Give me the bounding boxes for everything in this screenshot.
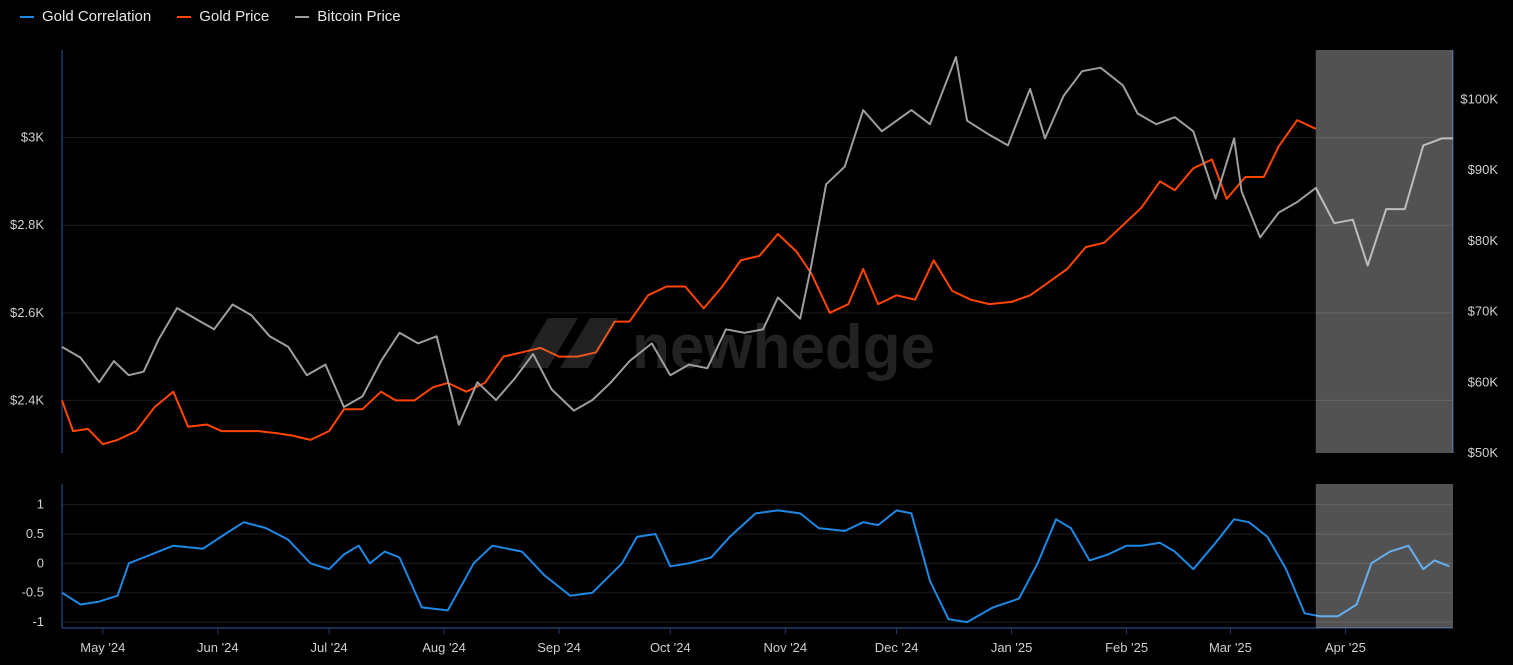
y-tick-label-left: -1 <box>32 614 44 629</box>
x-tick-label: May '24 <box>80 640 125 655</box>
y-tick-label-left: 0.5 <box>26 526 44 541</box>
y-tick-label-right: $70K <box>1468 304 1499 319</box>
watermark-logo: newhedge <box>518 313 935 382</box>
chart-legend: Gold Correlation Gold Price Bitcoin Pric… <box>20 8 401 25</box>
series-line-gold-correlation <box>61 509 1450 624</box>
watermark-text: newhedge <box>632 313 935 382</box>
x-tick-label: Nov '24 <box>763 640 807 655</box>
y-tick-label-left: $2.6K <box>10 305 44 320</box>
legend-swatch-bitcoin-price <box>295 15 310 18</box>
x-tick-label: Oct '24 <box>650 640 691 655</box>
x-tick-label: Mar '25 <box>1209 640 1252 655</box>
y-tick-label-left: $3K <box>21 130 44 145</box>
y-tick-label-right: $80K <box>1468 233 1499 248</box>
legend-item-gold-correlation[interactable]: Gold Correlation <box>20 8 151 25</box>
x-tick-label: Dec '24 <box>875 640 919 655</box>
y-tick-label-left: 0 <box>37 555 44 570</box>
legend-item-bitcoin-price[interactable]: Bitcoin Price <box>295 8 401 25</box>
y-tick-label-right: $100K <box>1460 91 1498 106</box>
y-tick-label-right: $90K <box>1468 162 1499 177</box>
x-tick-label: Apr '25 <box>1325 640 1366 655</box>
legend-item-gold-price[interactable]: Gold Price <box>177 8 269 25</box>
y-tick-label-left: -0.5 <box>22 585 44 600</box>
series-line-bitcoin-price <box>61 56 1453 426</box>
y-tick-label-left: $2.8K <box>10 217 44 232</box>
legend-swatch-gold-correlation <box>20 15 34 18</box>
y-tick-label-right: $50K <box>1468 445 1499 460</box>
x-tick-label: Jan '25 <box>991 640 1033 655</box>
y-tick-label-right: $60K <box>1468 374 1499 389</box>
legend-label: Gold Price <box>199 8 270 25</box>
legend-label: Gold Correlation <box>42 8 152 25</box>
watermark-mark <box>518 318 618 368</box>
legend-swatch-gold-price <box>177 15 192 18</box>
shaded-region <box>1315 484 1453 628</box>
x-tick-label: Feb '25 <box>1105 640 1148 655</box>
y-tick-label-left: $2.4K <box>10 392 44 407</box>
x-tick-label: Aug '24 <box>422 640 466 655</box>
legend-label: Bitcoin Price <box>317 8 401 25</box>
y-tick-label-left: 1 <box>37 497 44 512</box>
series-line-gold-price <box>61 119 1317 446</box>
shaded-region <box>1315 50 1453 453</box>
x-tick-label: Jun '24 <box>197 640 239 655</box>
x-tick-label: Sep '24 <box>537 640 581 655</box>
x-tick-label: Jul '24 <box>310 640 347 655</box>
